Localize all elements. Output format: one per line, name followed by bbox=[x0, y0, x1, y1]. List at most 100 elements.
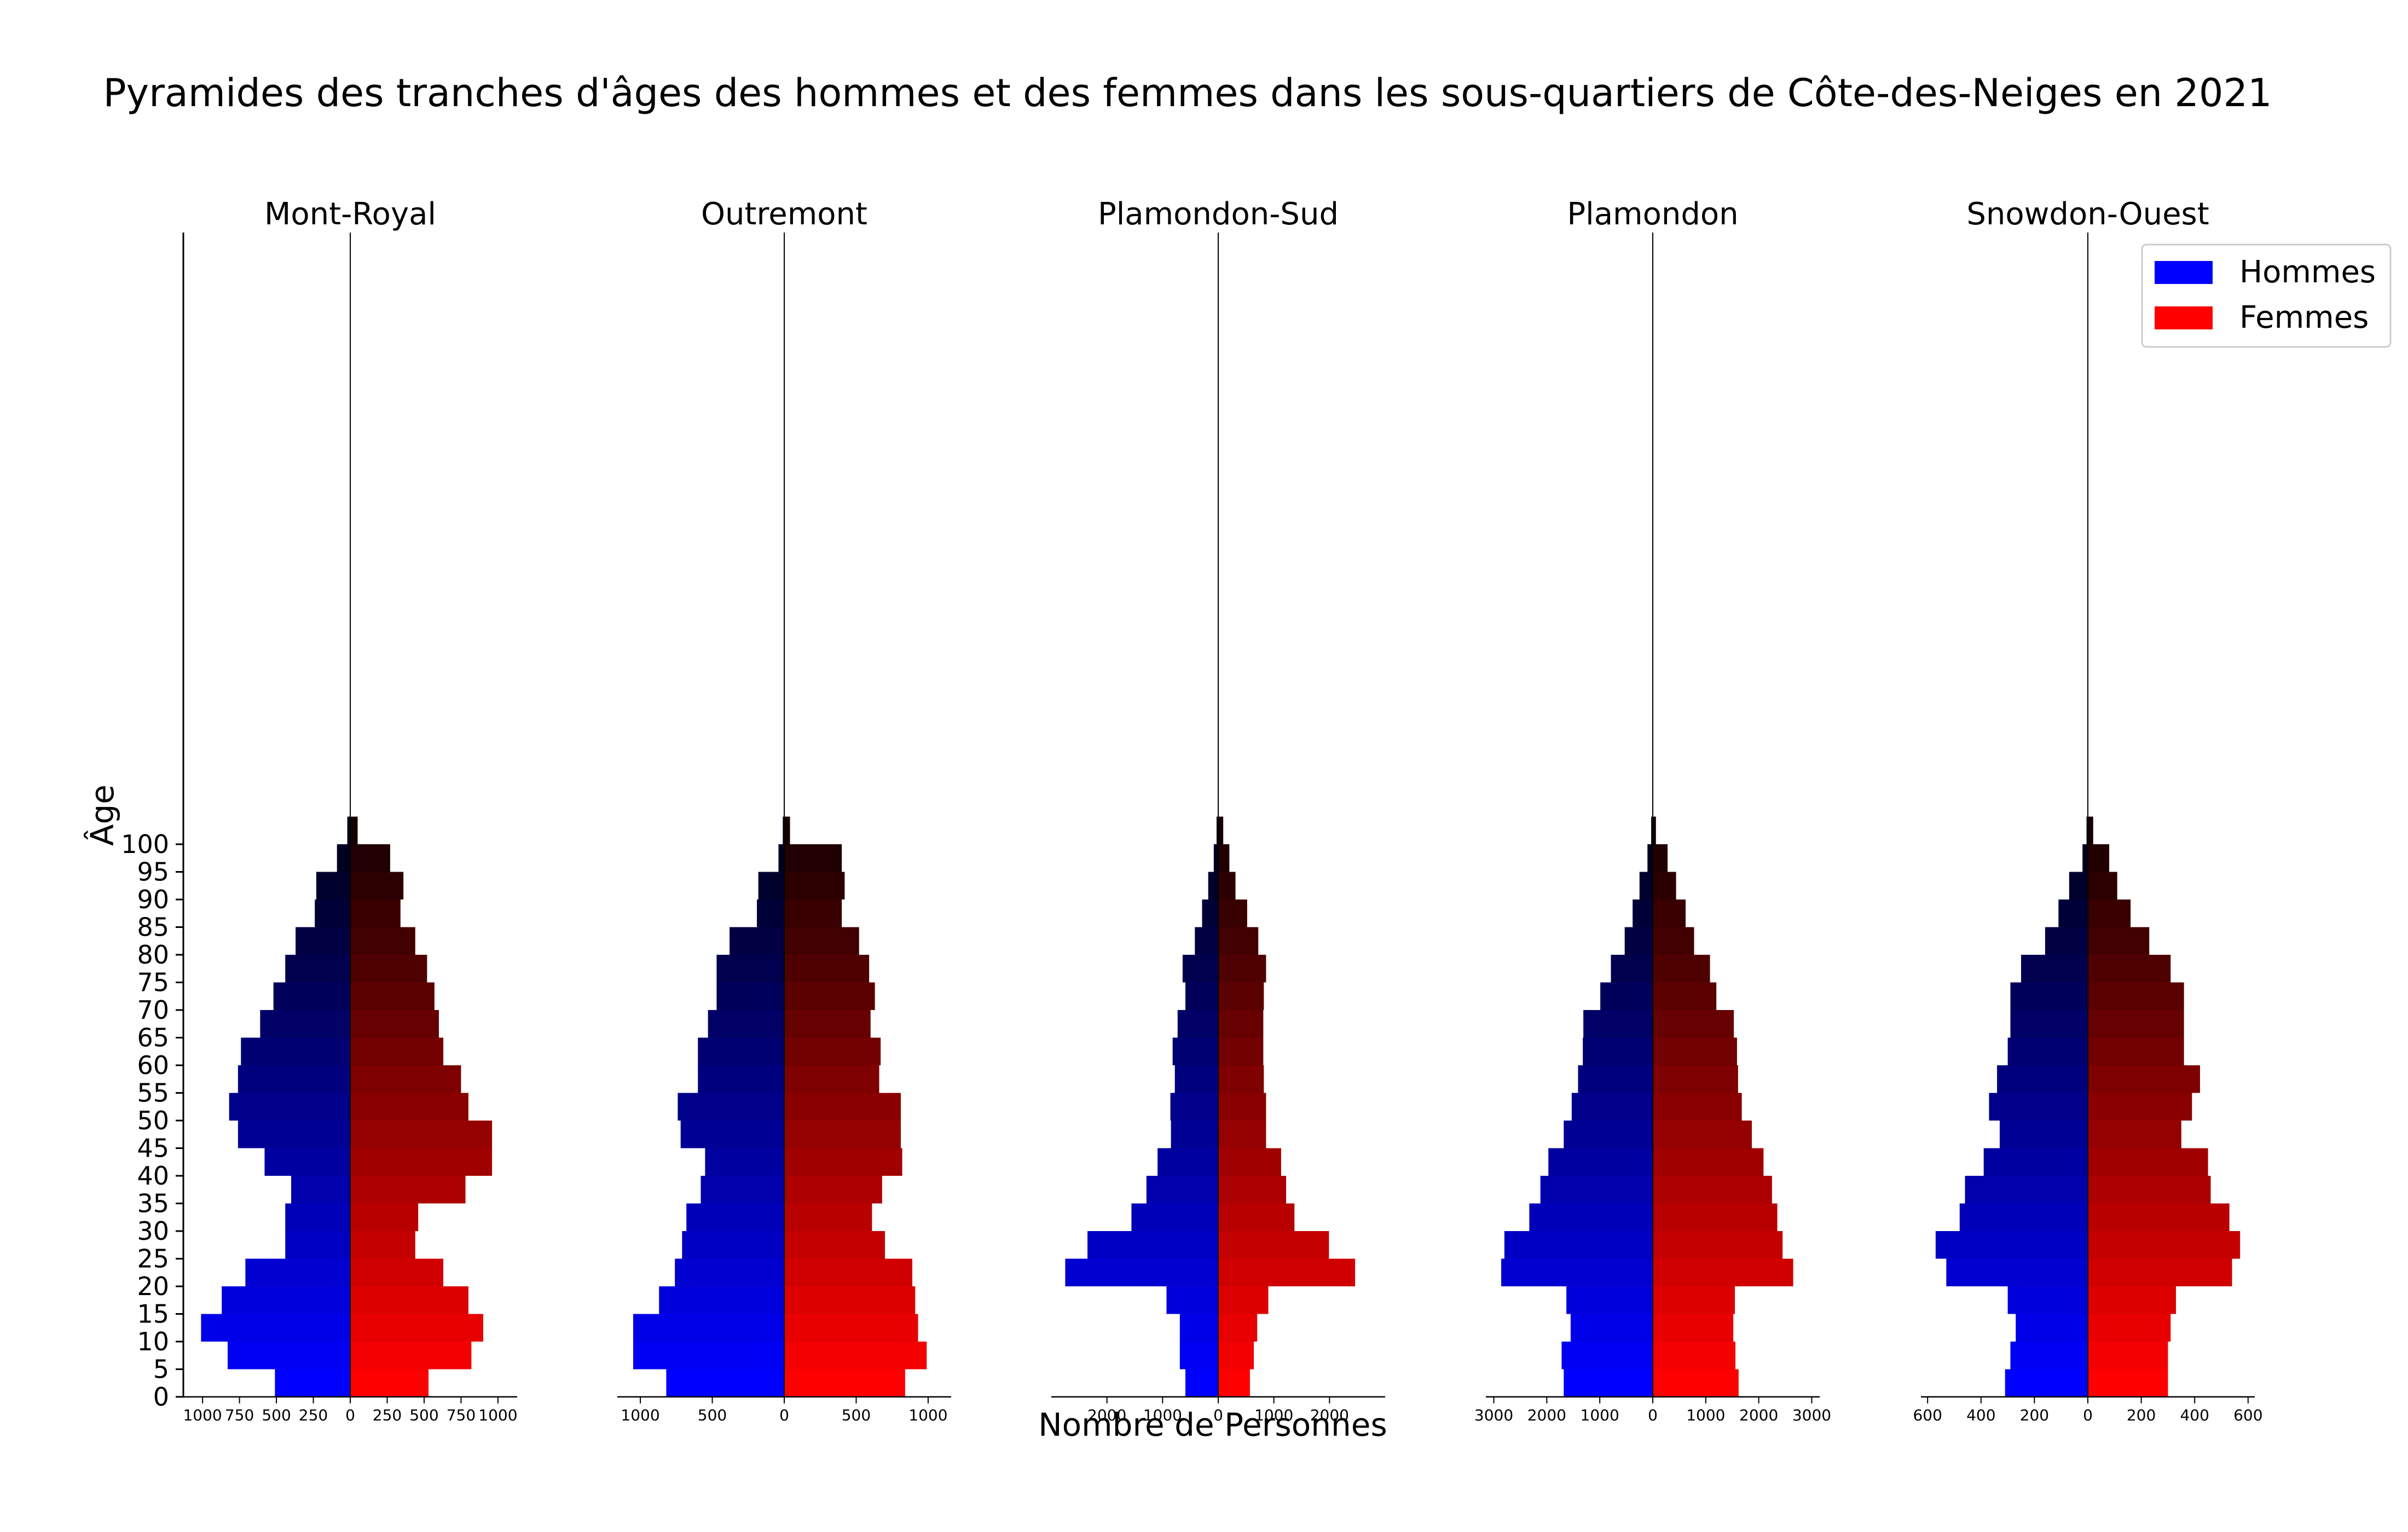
bar-femmes bbox=[2088, 1093, 2192, 1121]
bar-hommes bbox=[273, 982, 350, 1010]
y-axis-title: Âge bbox=[83, 785, 121, 846]
bar-hommes bbox=[1946, 1258, 2088, 1286]
bar-hommes bbox=[1170, 1093, 1218, 1121]
bar-hommes bbox=[730, 927, 784, 955]
bar-hommes bbox=[633, 1342, 784, 1369]
bar-femmes bbox=[2088, 1010, 2184, 1038]
bar-hommes bbox=[1216, 816, 1218, 844]
bar-hommes bbox=[708, 1010, 784, 1038]
bar-hommes bbox=[245, 1258, 350, 1286]
bar-hommes bbox=[778, 844, 784, 872]
y-tick-label: 90 bbox=[137, 885, 169, 914]
bar-femmes bbox=[784, 927, 859, 955]
bar-femmes bbox=[1653, 955, 1710, 983]
bar-hommes bbox=[264, 1148, 350, 1176]
bar-hommes bbox=[1583, 1010, 1653, 1038]
x-tick-label: 1000 bbox=[621, 1406, 659, 1424]
bar-hommes bbox=[1202, 900, 1218, 927]
bar-hommes bbox=[2007, 1037, 2088, 1065]
x-tick-label: 2000 bbox=[1739, 1406, 1778, 1424]
x-axis-title: Nombre de Personnes bbox=[1038, 1406, 1387, 1443]
y-tick-label: 80 bbox=[137, 940, 169, 970]
bar-hommes bbox=[2016, 1314, 2088, 1342]
bar-femmes bbox=[1653, 1314, 1734, 1342]
x-tick-label: 400 bbox=[1966, 1406, 1995, 1424]
pyramid-panels: 0510152025303540455055606570758085909510… bbox=[121, 196, 2262, 1424]
bar-femmes bbox=[2088, 872, 2117, 900]
legend-label-hommes: Hommes bbox=[2239, 254, 2376, 290]
bar-femmes bbox=[350, 927, 415, 955]
y-tick-label: 30 bbox=[137, 1216, 169, 1246]
bar-femmes bbox=[350, 955, 427, 983]
x-tick-label: 3000 bbox=[1474, 1406, 1513, 1424]
bar-femmes bbox=[1218, 1065, 1264, 1093]
bar-hommes bbox=[2007, 1286, 2088, 1314]
bar-femmes bbox=[350, 1258, 444, 1286]
bar-hommes bbox=[1195, 927, 1218, 955]
bar-femmes bbox=[1653, 1369, 1739, 1397]
x-tick-label: 0 bbox=[1213, 1406, 1223, 1424]
bar-femmes bbox=[1653, 1121, 1752, 1148]
bar-hommes bbox=[1174, 1065, 1218, 1093]
bar-hommes bbox=[291, 1176, 350, 1204]
y-tick-label: 85 bbox=[137, 913, 169, 942]
bar-hommes bbox=[229, 1093, 350, 1121]
bar-hommes bbox=[201, 1314, 350, 1342]
bar-hommes bbox=[1561, 1342, 1653, 1369]
x-tick-label: 1000 bbox=[1254, 1406, 1293, 1424]
bar-femmes bbox=[784, 816, 790, 844]
bar-femmes bbox=[2088, 1203, 2230, 1231]
bar-hommes bbox=[1611, 955, 1653, 983]
bar-femmes bbox=[1653, 982, 1717, 1010]
x-tick-label: 1000 bbox=[1581, 1406, 1619, 1424]
bar-hommes bbox=[1983, 1148, 2088, 1176]
bar-hommes bbox=[1583, 1037, 1653, 1065]
bar-femmes bbox=[1218, 1176, 1287, 1204]
x-tick-label: 1000 bbox=[908, 1406, 947, 1424]
bar-hommes bbox=[1624, 927, 1653, 955]
bar-femmes bbox=[1218, 816, 1224, 844]
bar-hommes bbox=[698, 1065, 784, 1093]
bar-hommes bbox=[633, 1314, 784, 1342]
legend-swatch-femmes bbox=[2155, 306, 2213, 329]
bar-hommes bbox=[1501, 1258, 1653, 1286]
bar-hommes bbox=[1504, 1231, 1653, 1259]
bar-hommes bbox=[227, 1342, 350, 1369]
bar-femmes bbox=[350, 1203, 419, 1231]
bar-hommes bbox=[698, 1037, 784, 1065]
bar-hommes bbox=[1570, 1314, 1653, 1342]
bar-femmes bbox=[350, 1342, 472, 1369]
bar-hommes bbox=[1651, 816, 1653, 844]
bar-femmes bbox=[1653, 816, 1656, 844]
bar-hommes bbox=[1564, 1369, 1653, 1397]
x-tick-label: 500 bbox=[262, 1406, 291, 1424]
x-tick-label: 500 bbox=[842, 1406, 871, 1424]
bar-hommes bbox=[2010, 1010, 2088, 1038]
y-tick-label: 45 bbox=[137, 1134, 169, 1163]
bar-hommes bbox=[2082, 844, 2088, 872]
bar-femmes bbox=[2088, 844, 2110, 872]
bar-hommes bbox=[758, 872, 784, 900]
bar-hommes bbox=[1177, 1010, 1218, 1038]
bar-hommes bbox=[285, 1231, 350, 1259]
panel-outremont: Outremont 1000 500 0 500 1000 bbox=[617, 196, 951, 1424]
bar-femmes bbox=[2088, 1231, 2241, 1259]
panel-title: Outremont bbox=[701, 196, 867, 232]
bar-femmes bbox=[1653, 1065, 1738, 1093]
bar-femmes bbox=[350, 1286, 468, 1314]
bar-hommes bbox=[285, 1203, 350, 1231]
legend-label-femmes: Femmes bbox=[2239, 300, 2369, 335]
bar-femmes bbox=[1218, 1314, 1258, 1342]
y-tick-label: 25 bbox=[137, 1244, 169, 1274]
bar-femmes bbox=[350, 1010, 439, 1038]
bar-femmes bbox=[1218, 1231, 1329, 1259]
bar-hommes bbox=[2058, 900, 2088, 927]
bar-hommes bbox=[1935, 1231, 2088, 1259]
bar-femmes bbox=[784, 982, 875, 1010]
bar-hommes bbox=[347, 816, 350, 844]
bar-hommes bbox=[1999, 1121, 2088, 1148]
x-tick-label: 1000 bbox=[478, 1406, 517, 1424]
bar-hommes bbox=[1578, 1065, 1653, 1093]
bar-femmes bbox=[784, 900, 842, 927]
bar-femmes bbox=[1653, 1342, 1736, 1369]
